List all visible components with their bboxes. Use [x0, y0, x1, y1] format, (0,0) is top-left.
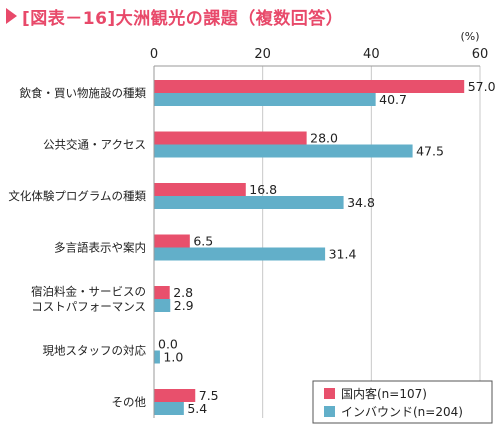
bar-inbound	[154, 144, 413, 158]
bar-inbound	[154, 402, 184, 415]
x-tick-label: 0	[150, 47, 158, 62]
category-label: 飲食・買い物施設の種類	[20, 86, 147, 100]
data-label: 31.4	[329, 247, 357, 262]
category-label: 宿泊料金・サービスの	[31, 285, 146, 299]
legend-label: インバウンド(n=204)	[341, 405, 463, 419]
data-label: 0.0	[158, 337, 178, 352]
legend-label: 国内客(n=107)	[341, 386, 427, 401]
chart-title: [図表－16]大洲観光の課題（複数回答）	[22, 8, 344, 29]
unit-label: (%)	[460, 30, 479, 43]
bar-domestic	[154, 131, 307, 145]
bar-domestic	[154, 183, 246, 196]
bar-inbound	[154, 93, 376, 106]
bar-inbound	[154, 299, 171, 312]
legend-box	[312, 380, 493, 424]
data-label: 47.5	[416, 144, 444, 159]
data-label: 1.0	[163, 350, 183, 365]
category-label: 多言語表示や案内	[54, 241, 146, 255]
category-label: 現地スタッフの対応	[43, 344, 147, 358]
legend-swatch	[324, 406, 335, 417]
x-tick-label: 20	[254, 47, 271, 62]
data-label: 57.0	[468, 79, 496, 94]
data-label: 16.8	[249, 182, 277, 197]
bar-inbound	[154, 247, 326, 261]
x-tick-label: 40	[363, 47, 380, 62]
data-label: 5.4	[187, 401, 207, 416]
bar-inbound	[154, 350, 160, 364]
triangle-bullet-icon	[6, 8, 17, 24]
category-label: 公共交通・アクセス	[43, 138, 146, 152]
bar-inbound	[154, 196, 344, 209]
data-label: 2.9	[174, 298, 194, 313]
category-label: 文化体験プログラムの種類	[8, 189, 146, 203]
category-label: コストパフォーマンス	[31, 300, 146, 314]
data-label: 2.8	[173, 285, 193, 300]
data-label: 34.8	[347, 195, 375, 210]
bar-domestic	[154, 389, 196, 402]
data-label: 28.0	[310, 131, 338, 146]
data-label: 7.5	[199, 388, 219, 403]
x-tick-label: 60	[472, 47, 489, 62]
data-label: 40.7	[379, 92, 407, 107]
category-label: その他	[112, 395, 147, 409]
chart-title-row: [図表－16]大洲観光の課題（複数回答）	[6, 4, 344, 29]
legend-swatch	[324, 388, 335, 399]
bar-domestic	[154, 80, 465, 93]
data-label: 6.5	[193, 234, 213, 249]
bar-domestic	[154, 234, 190, 248]
bar-domestic	[154, 286, 170, 299]
